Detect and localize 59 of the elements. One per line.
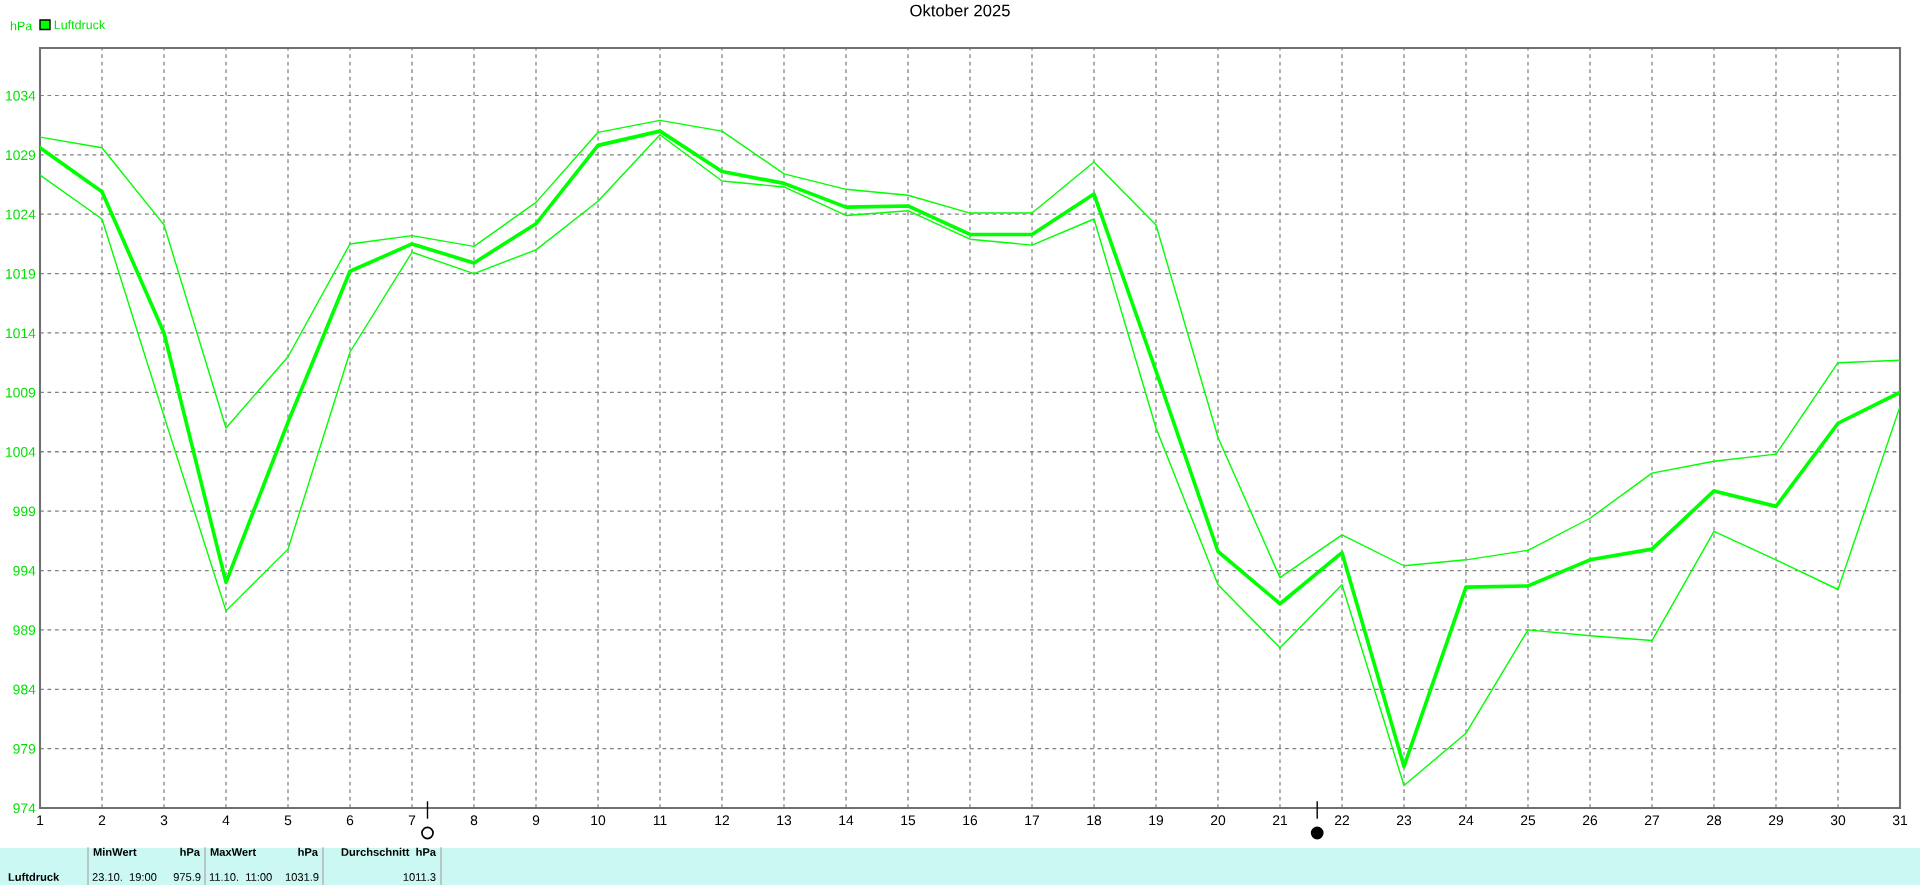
x-tick-label: 31 [1892, 815, 1908, 826]
x-tick-label: 23 [1396, 815, 1412, 826]
chart-title: Oktober 2025 [910, 4, 1010, 17]
x-tick-label: 2 [98, 815, 106, 826]
x-tick-label: 7 [408, 815, 416, 826]
x-tick-label: 26 [1582, 815, 1598, 826]
x-tick-label: 22 [1334, 815, 1350, 826]
text: MinWert [93, 847, 137, 856]
y-tick-label: 1009 [6, 387, 36, 398]
y-tick-label: 989 [13, 625, 36, 636]
text: MaxWert [210, 848, 256, 856]
x-tick-label: 29 [1768, 815, 1784, 826]
x-tick-label: 18 [1087, 815, 1102, 826]
x-tick-label: 16 [963, 815, 978, 826]
text: Durchschnitt hPa [341, 847, 437, 856]
y-tick-label: 984 [13, 684, 36, 695]
x-tick-label: 10 [591, 815, 606, 826]
x-tick-label: 3 [160, 815, 168, 826]
legend-label: Luftdruck [54, 20, 106, 30]
x-tick-label: 28 [1706, 815, 1722, 826]
y-tick-label: 1034 [6, 90, 36, 101]
y-tick-label: 1029 [6, 150, 36, 161]
x-tick-label: 17 [1025, 815, 1040, 826]
y-tick-label: 1014 [6, 328, 36, 339]
x-tick-label: 6 [346, 815, 354, 826]
y-tick-label: 1024 [6, 209, 36, 220]
y-tick-label: 994 [13, 565, 36, 576]
x-tick-label: 5 [284, 815, 292, 826]
x-tick-label: 13 [777, 815, 792, 826]
text: 23.10. 19:00 [92, 873, 157, 881]
text: 1031.9 [285, 873, 319, 881]
x-tick-label: 14 [839, 815, 854, 826]
line-series [40, 119, 1900, 579]
text: hPa [180, 847, 201, 856]
text: 975.9 [173, 873, 201, 881]
y-tick-label: 1004 [6, 447, 36, 457]
x-tick-label: 11 [653, 815, 667, 826]
x-tick-label: 25 [1520, 815, 1536, 826]
x-tick-label: 1 [37, 815, 44, 826]
x-tick-label: 21 [1272, 815, 1288, 826]
x-tick-label: 8 [470, 815, 478, 826]
text: Luftdruck [8, 872, 60, 881]
y-axis-title: hPa [10, 21, 33, 31]
y-tick-label: 999 [13, 506, 36, 517]
y-tick-label: 979 [13, 743, 36, 754]
x-tick-label: 12 [715, 815, 730, 826]
x-tick-label: 19 [1149, 815, 1164, 826]
x-tick-label: 30 [1830, 815, 1846, 826]
x-tick-label: 24 [1458, 815, 1474, 826]
x-tick-label: 15 [901, 815, 916, 826]
x-tick-label: 20 [1210, 815, 1226, 826]
x-tick-label: 27 [1644, 815, 1660, 826]
text: hPa [298, 847, 319, 856]
x-tick-label: 4 [222, 815, 230, 826]
y-tick-label: 1019 [6, 268, 36, 279]
y-tick-label: 974 [13, 803, 36, 814]
text: 1011.3 [403, 873, 436, 881]
x-tick-label: 9 [532, 815, 540, 826]
text: 11.10. 11:00 [209, 873, 272, 881]
